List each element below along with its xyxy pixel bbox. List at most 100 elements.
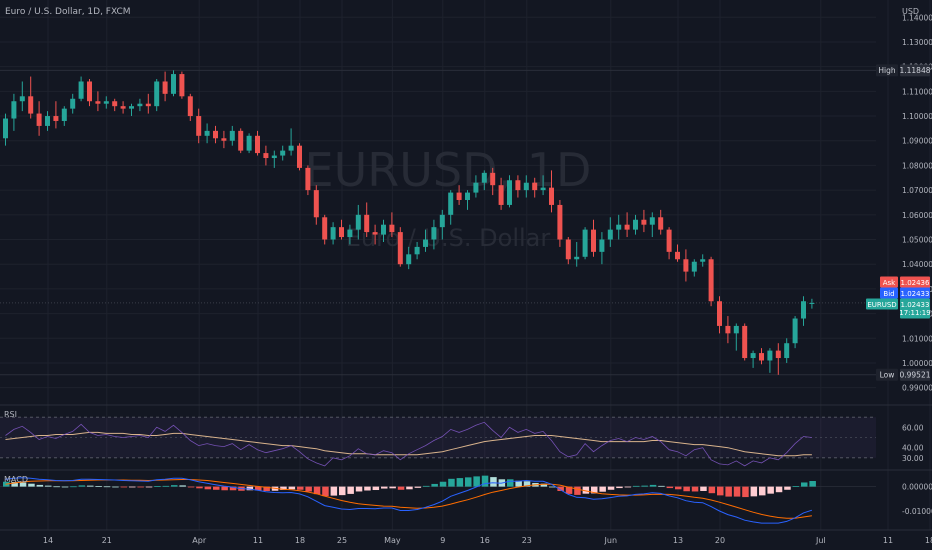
candle-down	[565, 239, 571, 260]
ask-value: 1.02436	[901, 279, 930, 287]
low-label: Low	[880, 370, 895, 379]
time-tick-label: 20	[715, 536, 725, 545]
macd-histogram-bar	[641, 485, 648, 487]
macd-histogram-bar	[45, 485, 52, 487]
macd-histogram-bar	[313, 486, 321, 495]
price-tick-label: 1.09000	[902, 137, 932, 146]
candle-up	[154, 81, 160, 107]
macd-histogram-bar	[725, 486, 732, 497]
candle-up	[406, 254, 412, 265]
candle-down	[36, 113, 42, 126]
price-tick-label: 1.11000	[902, 87, 932, 96]
macd-histogram-bar	[801, 482, 808, 487]
rsi-tick-label: 30.00	[902, 454, 924, 463]
time-tick-label: 9	[440, 536, 445, 545]
macd-histogram-bar	[103, 486, 111, 488]
candle-down	[339, 227, 344, 238]
candle-up	[246, 135, 252, 151]
candle-up	[439, 214, 445, 228]
macd-histogram-bar	[339, 486, 346, 496]
macd-histogram-bar	[213, 486, 220, 490]
time-tick-label: 11	[253, 536, 263, 545]
time-axis[interactable]: 1421Apr111825May91623Jun1320Jul111825Aug	[43, 536, 932, 545]
macd-histogram-bar	[649, 484, 657, 487]
macd-histogram-bar	[439, 481, 447, 487]
macd-histogram-bar	[120, 486, 128, 488]
last-price-tag: EURUSD 1.02433 17:11:19	[866, 298, 931, 319]
candle-down	[683, 259, 689, 272]
high-price-tag: High 1.11848	[876, 64, 931, 77]
candle-down	[624, 224, 630, 230]
price-tick-label: 1.13000	[902, 38, 932, 47]
macd-histogram-bar	[347, 486, 354, 494]
candle-up	[599, 239, 605, 252]
macd-histogram-bar	[565, 486, 573, 494]
last-value-box	[900, 298, 930, 319]
high-label-box	[876, 64, 898, 77]
price-tick-label: 1.00000	[902, 359, 932, 368]
macd-histogram-bar	[87, 485, 94, 487]
macd-histogram-bar	[364, 486, 371, 491]
macd-histogram-bar	[456, 478, 464, 487]
price-tick-label: 1.01000	[902, 334, 932, 343]
candle-down	[263, 153, 269, 159]
price-tick-label: 1.06000	[902, 211, 932, 220]
time-tick-label: Jun	[604, 536, 618, 545]
candle-up	[11, 101, 17, 119]
candle-up	[330, 227, 336, 240]
macd-histogram-bar	[490, 477, 497, 487]
candle-up	[431, 227, 437, 240]
macd-histogram-bar	[582, 486, 590, 494]
candle-down	[255, 135, 260, 154]
macd-histogram-bar	[372, 486, 380, 491]
macd-histogram-bar	[112, 486, 119, 488]
candle-up	[381, 224, 386, 235]
low-value-box	[900, 368, 930, 381]
candle-up	[355, 214, 361, 230]
macd-histogram-bar	[162, 485, 170, 487]
candle-down	[221, 138, 227, 141]
macd-histogram-bar	[129, 486, 136, 488]
candle-down	[196, 116, 202, 136]
macd-histogram-bar	[775, 486, 783, 493]
candle-down	[162, 81, 168, 94]
candle-up	[809, 302, 815, 304]
macd-histogram-bar	[280, 486, 287, 491]
candle-up	[448, 192, 454, 215]
candle-down	[95, 101, 101, 104]
candle-down	[297, 145, 302, 168]
price-tick-label: 1.14000	[902, 13, 932, 22]
candlestick-series	[3, 70, 815, 375]
macd-histogram-bar	[330, 486, 338, 496]
rsi-moving-average-line	[5, 431, 812, 457]
bar-countdown: 17:11:19	[899, 309, 930, 317]
candle-down	[87, 81, 92, 102]
candle-down	[490, 172, 496, 186]
macd-histogram-bar	[263, 486, 270, 491]
macd-histogram-bar	[78, 485, 86, 487]
candle-up	[78, 81, 84, 99]
candle-up	[204, 130, 210, 136]
macd-histogram-bar	[11, 481, 18, 487]
candle-up	[750, 353, 756, 359]
macd-histogram-bar	[691, 486, 699, 492]
candle-down	[112, 101, 118, 107]
macd-histogram-bar	[19, 482, 27, 487]
candle-down	[742, 325, 748, 359]
macd-line	[5, 477, 813, 524]
candle-up	[465, 192, 470, 200]
macd-histogram-bar	[750, 486, 758, 497]
macd-histogram-bar	[204, 486, 212, 490]
last-value: 1.02433	[901, 301, 930, 309]
macd-histogram-bar	[591, 486, 598, 494]
macd-histogram-bar	[246, 486, 254, 491]
candle-down	[591, 229, 596, 252]
candle-up	[137, 103, 143, 107]
candle-up	[288, 145, 294, 151]
candle-up	[700, 259, 706, 262]
candle-down	[658, 217, 664, 230]
macd-histogram-bar	[196, 486, 203, 489]
high-value-box	[900, 64, 930, 77]
